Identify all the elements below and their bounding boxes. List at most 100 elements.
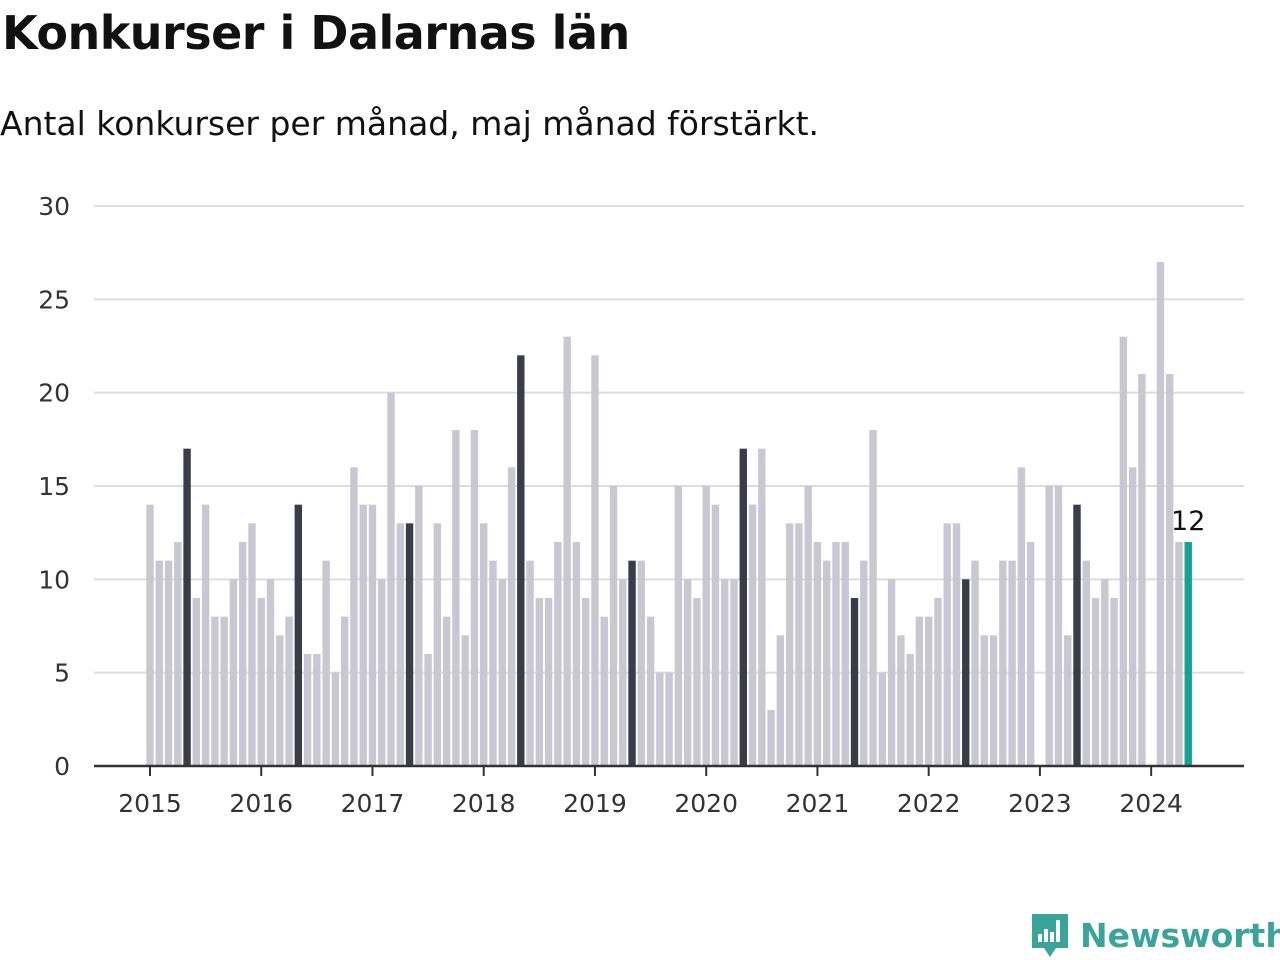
bar — [758, 448, 766, 766]
bar — [192, 598, 201, 766]
x-axis-ticks: 2015 2016 2017 2018 2019 2020 2021 2022 2023 2024 — [118, 766, 1183, 818]
bar — [1082, 560, 1090, 766]
bar — [201, 504, 210, 766]
chart-title: Konkurser i Dalarnas län — [2, 6, 630, 60]
bar — [1008, 560, 1016, 766]
y-tick-label: 20 — [38, 379, 70, 408]
bar — [739, 448, 747, 766]
brand-logo: Newsworthy — [1030, 910, 1280, 960]
bar — [1156, 262, 1165, 766]
bar — [489, 560, 497, 766]
bar — [350, 467, 358, 766]
bar — [1175, 542, 1183, 766]
newsworthy-logo-icon — [1032, 914, 1068, 957]
bar — [813, 542, 822, 766]
bar — [841, 542, 849, 766]
bar — [887, 579, 896, 766]
x-tick-label: 2019 — [563, 789, 627, 818]
bar — [572, 542, 581, 766]
bar — [776, 635, 785, 766]
bar — [665, 672, 673, 766]
bar — [1128, 467, 1137, 766]
bar — [544, 598, 553, 766]
bar — [433, 523, 442, 766]
bar — [721, 579, 729, 766]
bar — [266, 579, 275, 766]
y-tick-label: 5 — [54, 659, 70, 688]
y-tick-label: 10 — [38, 565, 70, 594]
bar — [220, 616, 228, 766]
bar — [442, 616, 451, 766]
bar — [285, 616, 293, 766]
bar — [971, 560, 979, 766]
bar — [1101, 579, 1109, 766]
bar — [674, 486, 683, 766]
bar — [563, 336, 571, 766]
bar — [980, 635, 988, 766]
bar — [795, 523, 803, 766]
bar — [415, 486, 423, 766]
bar — [276, 635, 284, 766]
x-tick-label: 2023 — [1008, 789, 1072, 818]
bar — [646, 616, 655, 766]
bar — [1045, 486, 1053, 766]
bar — [999, 560, 1007, 766]
bar — [897, 635, 905, 766]
bar — [619, 579, 627, 766]
bar — [804, 486, 812, 766]
bar-chart: 0 5 10 15 20 25 30 2015 2016 2017 2018 2019 2020 202… — [38, 192, 1244, 818]
bar — [915, 616, 924, 766]
bar — [581, 598, 590, 766]
bar — [368, 504, 377, 766]
bar — [591, 355, 599, 766]
bar — [1026, 542, 1035, 766]
bar — [600, 616, 608, 766]
bar — [952, 523, 961, 766]
bar — [359, 504, 367, 766]
bar — [711, 504, 720, 766]
bar — [1138, 374, 1146, 766]
bar — [174, 542, 182, 766]
x-tick-label: 2022 — [897, 789, 961, 818]
bar — [609, 486, 618, 766]
bar — [1119, 336, 1128, 766]
x-tick-label: 2020 — [674, 789, 738, 818]
bar — [554, 542, 562, 766]
bar — [322, 560, 330, 766]
bar — [229, 579, 238, 766]
y-tick-label: 30 — [38, 192, 70, 221]
bar — [767, 710, 775, 766]
bar — [628, 560, 636, 766]
bar — [869, 430, 877, 766]
bar — [424, 654, 432, 766]
bar — [748, 504, 757, 766]
x-tick-label: 2024 — [1119, 789, 1183, 818]
bar — [517, 355, 525, 766]
annotations: 12 — [1171, 506, 1205, 537]
bar — [1166, 374, 1174, 766]
bar — [387, 392, 395, 766]
bar — [1091, 598, 1100, 766]
bar — [303, 654, 312, 766]
y-tick-label: 0 — [54, 752, 70, 781]
bar — [832, 542, 840, 766]
y-tick-label: 15 — [38, 472, 70, 501]
bar — [1064, 635, 1072, 766]
bar — [850, 598, 859, 766]
bar — [164, 560, 173, 766]
bar — [1184, 542, 1192, 766]
bar — [396, 523, 404, 766]
bar — [1017, 467, 1026, 766]
bar — [934, 598, 942, 766]
x-tick-label: 2015 — [118, 789, 182, 818]
bar — [823, 560, 831, 766]
bar — [248, 523, 256, 766]
bar — [878, 672, 887, 766]
x-tick-label: 2017 — [341, 789, 405, 818]
bar — [452, 430, 460, 766]
bar — [906, 654, 914, 766]
bar — [239, 542, 247, 766]
bar — [461, 635, 469, 766]
bar — [693, 598, 701, 766]
x-tick-label: 2018 — [452, 789, 516, 818]
